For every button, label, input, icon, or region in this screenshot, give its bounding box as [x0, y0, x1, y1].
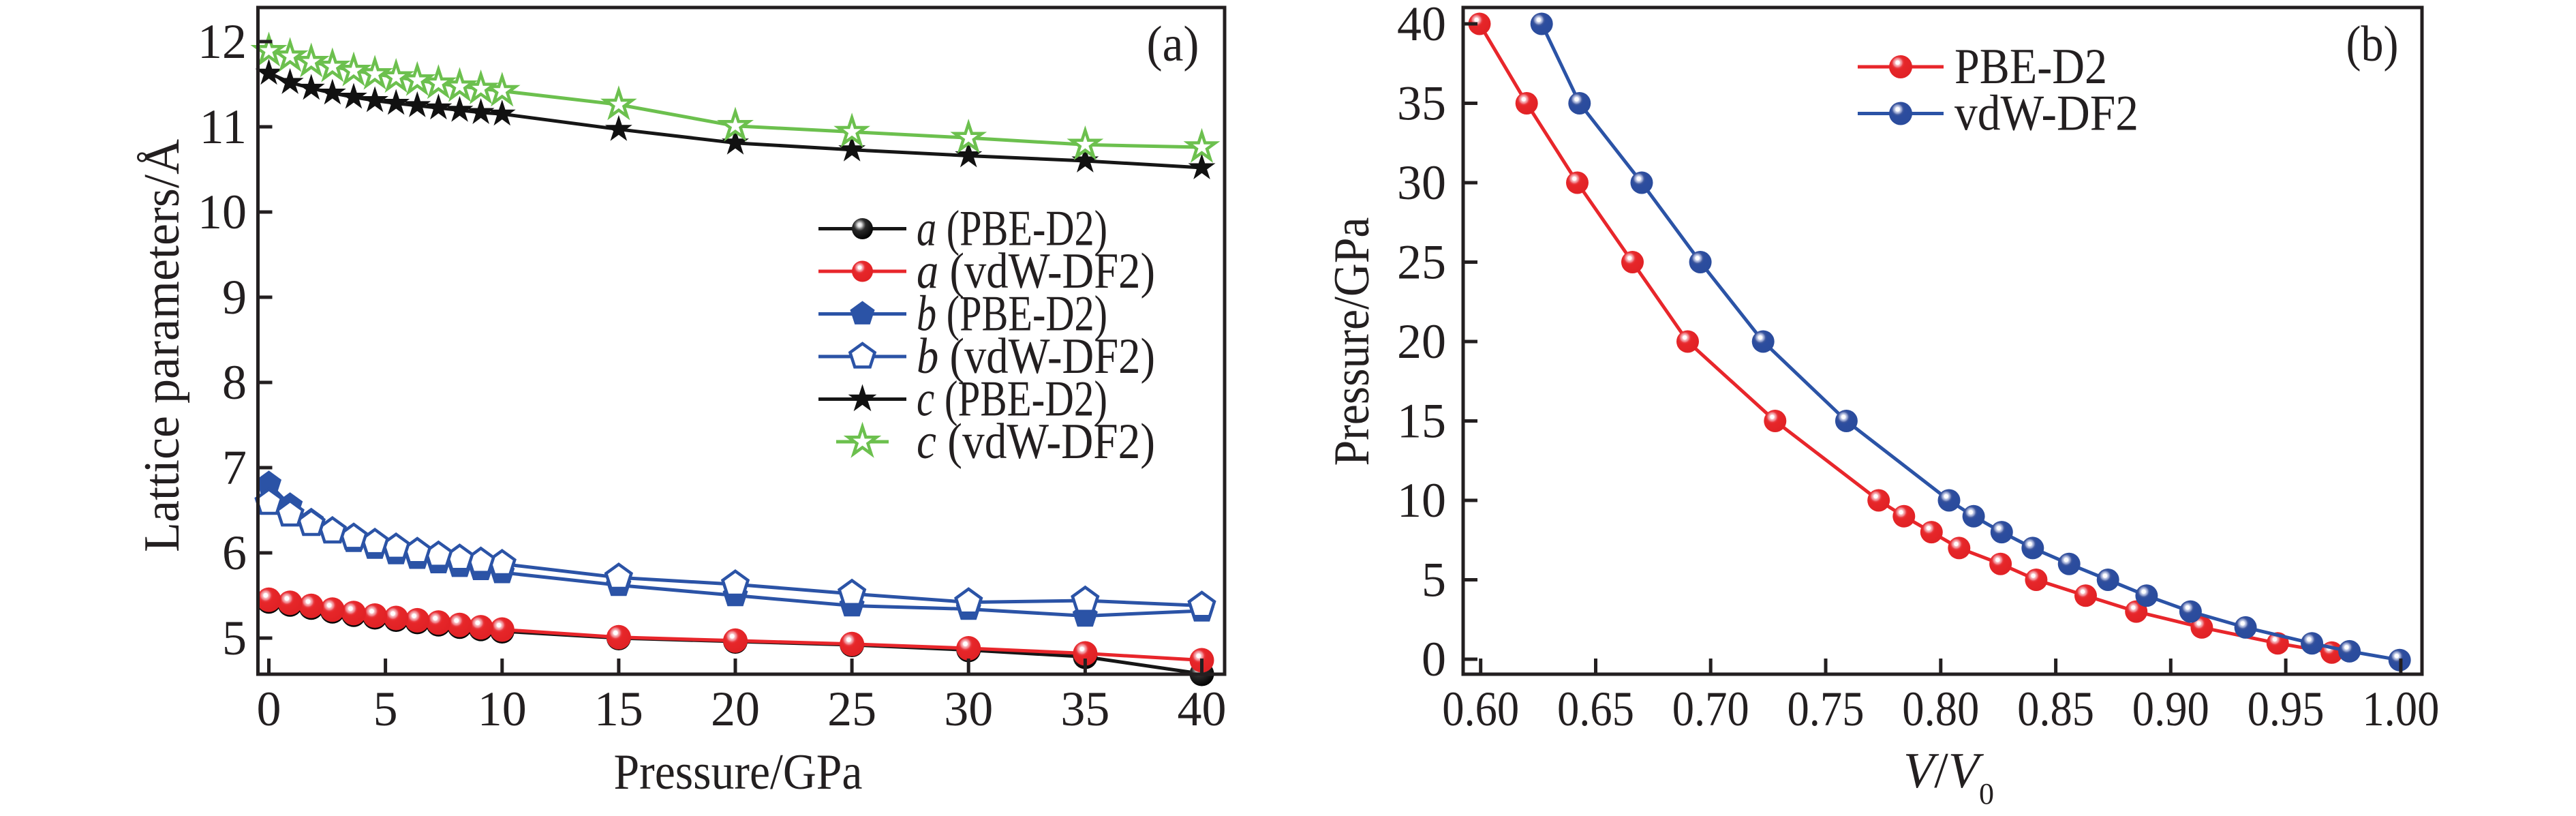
svg-text:(b): (b) — [2346, 16, 2399, 72]
svg-text:0.60: 0.60 — [1442, 682, 1519, 736]
svg-text:0.90: 0.90 — [2132, 682, 2209, 736]
svg-text:0.70: 0.70 — [1672, 682, 1749, 736]
svg-text:c (PBE-D2): c (PBE-D2) — [917, 372, 1107, 427]
svg-text:20: 20 — [711, 682, 760, 736]
svg-text:PBE-D2: PBE-D2 — [1954, 39, 2107, 95]
svg-text:6: 6 — [222, 526, 247, 580]
svg-text:10: 10 — [1397, 473, 1446, 528]
svg-text:20: 20 — [1397, 314, 1446, 369]
svg-text:8: 8 — [222, 355, 247, 410]
svg-text:35: 35 — [1397, 76, 1446, 131]
svg-text:40: 40 — [1397, 0, 1446, 51]
svg-text:0.80: 0.80 — [1902, 682, 1979, 736]
svg-text:5: 5 — [222, 611, 247, 665]
svg-text:Lattice parameters/Å: Lattice parameters/Å — [134, 139, 190, 552]
svg-text:vdW-DF2: vdW-DF2 — [1954, 86, 2138, 142]
svg-text:0.85: 0.85 — [2017, 682, 2094, 736]
svg-text:b (PBE-D2): b (PBE-D2) — [917, 286, 1107, 342]
svg-text:1.00: 1.00 — [2362, 682, 2439, 736]
svg-text:12: 12 — [198, 14, 247, 69]
svg-text:Pressure/GPa: Pressure/GPa — [1324, 217, 1380, 466]
svg-text:a (PBE-D2): a (PBE-D2) — [917, 201, 1107, 257]
svg-text:(a): (a) — [1147, 16, 1199, 72]
svg-text:0: 0 — [1422, 632, 1446, 686]
svg-text:30: 30 — [944, 682, 993, 736]
svg-text:0: 0 — [257, 682, 281, 736]
svg-text:c (vdW-DF2): c (vdW-DF2) — [917, 414, 1155, 470]
svg-text:30: 30 — [1397, 155, 1446, 210]
svg-text:V/V0: V/V0 — [1903, 743, 1994, 811]
svg-text:0.95: 0.95 — [2248, 682, 2325, 736]
svg-text:b (vdW-DF2): b (vdW-DF2) — [917, 329, 1155, 384]
svg-text:7: 7 — [222, 440, 247, 495]
svg-text:10: 10 — [478, 682, 527, 736]
svg-text:35: 35 — [1060, 682, 1109, 736]
svg-text:15: 15 — [1397, 394, 1446, 449]
svg-text:25: 25 — [1397, 235, 1446, 290]
svg-text:25: 25 — [827, 682, 876, 736]
svg-text:10: 10 — [198, 185, 247, 239]
svg-text:0.65: 0.65 — [1557, 682, 1634, 736]
svg-text:5: 5 — [373, 682, 398, 736]
svg-text:40: 40 — [1178, 682, 1227, 736]
svg-text:0.75: 0.75 — [1788, 682, 1865, 736]
svg-text:15: 15 — [594, 682, 643, 736]
svg-text:Pressure/GPa: Pressure/GPa — [614, 744, 863, 800]
svg-text:9: 9 — [222, 270, 247, 324]
svg-text:11: 11 — [200, 100, 247, 154]
svg-text:5: 5 — [1422, 553, 1446, 607]
svg-text:a (vdW-DF2): a (vdW-DF2) — [917, 243, 1155, 299]
